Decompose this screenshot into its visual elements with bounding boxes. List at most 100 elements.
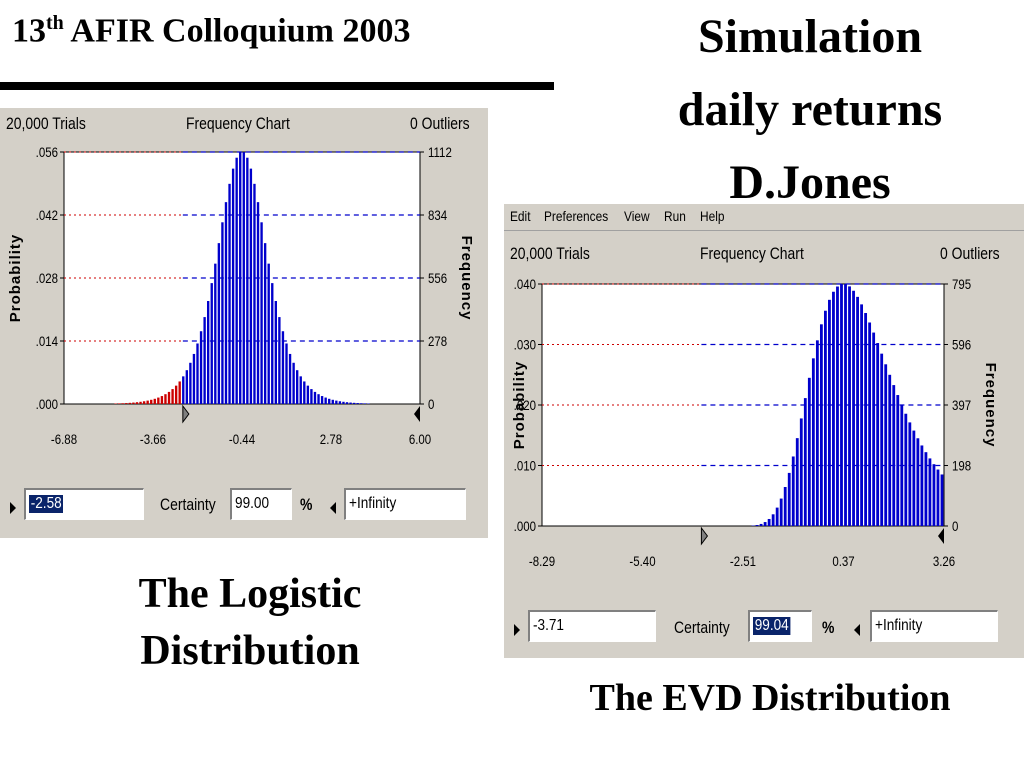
histogram-bar xyxy=(132,402,135,404)
histogram-bar xyxy=(278,317,281,404)
histogram-bar xyxy=(274,301,277,404)
y2-tick-label: 278 xyxy=(428,333,447,349)
plot-area xyxy=(63,151,421,405)
menu-edit[interactable]: Edit xyxy=(510,208,531,224)
menu-preferences[interactable]: Preferences xyxy=(544,208,609,224)
histogram-bar xyxy=(775,507,779,526)
histogram-bar xyxy=(146,400,149,404)
histogram-bar xyxy=(832,291,835,526)
histogram-bar xyxy=(904,413,908,526)
histogram-bar xyxy=(811,358,815,526)
x-tick-label: 2.78 xyxy=(320,431,342,447)
histogram-bar xyxy=(267,263,270,404)
trials-label: 20,000 Trials xyxy=(510,244,590,263)
histogram-bar xyxy=(192,353,196,404)
histogram-bar xyxy=(288,353,292,404)
y-tick-label: .000 xyxy=(36,396,58,412)
evd-caption: The EVD Distribution xyxy=(589,677,951,719)
menu-run[interactable]: Run xyxy=(664,208,686,224)
histogram-bar xyxy=(296,370,299,404)
y-axis-title: Probability xyxy=(511,361,528,450)
histogram-bar xyxy=(210,283,213,404)
lower-bound-arrow-icon[interactable] xyxy=(10,502,16,514)
menu-bar: Edit Preferences View Run Help xyxy=(504,204,1024,231)
histogram-bar xyxy=(363,403,366,404)
y2-tick-label: 198 xyxy=(952,457,971,473)
histogram-bar xyxy=(824,310,827,526)
histogram-bar xyxy=(864,313,868,526)
histogram-bar xyxy=(876,343,880,526)
lower-bound-input[interactable]: -2.58 xyxy=(24,488,144,520)
histogram-bar xyxy=(185,370,188,404)
histogram-bar xyxy=(896,395,900,526)
histogram-bar xyxy=(135,402,139,404)
menu-view[interactable]: View xyxy=(624,208,650,224)
slide-title-line-2: daily returns xyxy=(677,83,943,136)
histogram-bar xyxy=(783,487,787,526)
histogram-bar xyxy=(888,374,892,526)
y-tick-label: .042 xyxy=(36,207,58,223)
histogram-bar xyxy=(840,284,843,526)
histogram-bar xyxy=(242,152,245,404)
histogram-bar xyxy=(755,524,759,526)
upper-bound-input[interactable]: +Infinity xyxy=(344,488,466,520)
histogram-bar xyxy=(803,398,807,526)
right-marker-icon xyxy=(938,528,944,544)
histogram-bar xyxy=(224,202,228,404)
histogram-bar xyxy=(310,389,313,404)
histogram-bar xyxy=(196,343,199,404)
upper-bound-arrow-icon[interactable] xyxy=(854,624,860,636)
y2-axis-title: Frequency xyxy=(982,363,999,448)
histogram-bar xyxy=(872,332,876,526)
histogram-bar xyxy=(285,343,288,404)
x-tick-label: -6.88 xyxy=(51,431,77,447)
certainty-input[interactable]: 99.00 xyxy=(230,488,292,520)
logistic-frequency-plot: .000 .014 .028 .042 .056 0 278 556 834 1112 -6.88 -… xyxy=(7,144,475,447)
x-tick-label: -2.51 xyxy=(730,553,756,569)
histogram-bar xyxy=(928,458,932,526)
histogram-bar xyxy=(217,243,221,404)
x-tick-label: -0.44 xyxy=(229,431,255,447)
histogram-bar xyxy=(912,430,916,526)
histogram-bar xyxy=(199,331,203,404)
y-tick-label: .014 xyxy=(36,333,58,349)
lower-bound-input[interactable]: -3.71 xyxy=(528,610,656,642)
histogram-bar xyxy=(231,168,235,404)
y-axis-title: Probability xyxy=(7,234,24,323)
upper-bound-arrow-icon[interactable] xyxy=(330,502,336,514)
histogram-bar xyxy=(306,385,310,404)
histogram-bar xyxy=(157,397,160,404)
y-tick-label: .040 xyxy=(514,276,536,292)
histogram-bar xyxy=(118,403,121,404)
certainty-input[interactable]: 99.04 xyxy=(748,610,812,642)
upper-bound-input[interactable]: +Infinity xyxy=(870,610,998,642)
slide-title-line-3: D.Jones xyxy=(729,156,891,209)
histogram-bar xyxy=(932,464,936,526)
histogram-bar xyxy=(121,403,124,404)
lower-bound-arrow-icon[interactable] xyxy=(514,624,520,636)
histogram-bar xyxy=(345,402,349,404)
logistic-caption: The Logistic Distribution xyxy=(40,566,460,680)
histogram-bar xyxy=(815,340,819,526)
histogram-bar xyxy=(852,290,855,526)
histogram-bar xyxy=(328,398,331,404)
histogram-bar xyxy=(150,399,153,404)
histogram-bar xyxy=(763,522,767,526)
certainty-label: Certainty xyxy=(674,618,730,637)
y2-tick-label: 397 xyxy=(952,397,971,413)
histogram-bar xyxy=(228,183,231,404)
histogram-bar xyxy=(260,222,263,404)
histogram-bar xyxy=(214,263,217,404)
histogram-bar xyxy=(836,286,839,526)
histogram-bar xyxy=(256,202,260,404)
slide-title-line-1: Simulation xyxy=(697,10,923,63)
histogram-bar xyxy=(356,403,359,404)
slide-title: Simulation daily returns D.Jones xyxy=(620,0,1000,219)
histogram-bar xyxy=(324,397,327,404)
x-tick-label: -3.66 xyxy=(140,431,166,447)
menu-help[interactable]: Help xyxy=(700,208,725,224)
histogram-bar xyxy=(235,157,238,404)
header-rule xyxy=(0,82,554,90)
histogram-bar xyxy=(860,304,863,526)
histogram-bar xyxy=(884,364,888,526)
